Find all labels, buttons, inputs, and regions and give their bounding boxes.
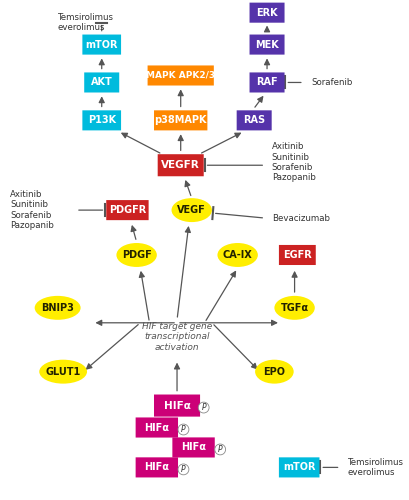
- Text: mTOR: mTOR: [85, 40, 118, 50]
- Text: MAPK APK2/3: MAPK APK2/3: [146, 71, 215, 80]
- Text: TGFα: TGFα: [281, 303, 309, 313]
- Text: CA-IX: CA-IX: [223, 250, 252, 260]
- FancyBboxPatch shape: [158, 154, 204, 176]
- FancyBboxPatch shape: [172, 438, 215, 458]
- Text: Sorafenib: Sorafenib: [311, 78, 353, 87]
- Text: PDGF: PDGF: [122, 250, 151, 260]
- Text: VEGFR: VEGFR: [161, 160, 200, 170]
- Text: AKT: AKT: [91, 78, 112, 88]
- FancyBboxPatch shape: [106, 200, 148, 220]
- Text: Axitinib
Sunitinib
Sorafenib
Pazopanib: Axitinib Sunitinib Sorafenib Pazopanib: [272, 142, 315, 182]
- FancyBboxPatch shape: [237, 110, 272, 130]
- Text: ERK: ERK: [256, 8, 278, 18]
- Text: Axitinib
Sunitinib
Sorafenib
Pazopanib: Axitinib Sunitinib Sorafenib Pazopanib: [10, 190, 54, 230]
- Text: EPO: EPO: [263, 366, 285, 376]
- Text: VEGF: VEGF: [178, 205, 206, 215]
- Text: GLUT1: GLUT1: [45, 366, 81, 376]
- Text: HIFα: HIFα: [144, 422, 169, 432]
- Text: P13K: P13K: [88, 116, 116, 126]
- Text: p38MAPK: p38MAPK: [155, 116, 207, 126]
- Ellipse shape: [218, 243, 258, 267]
- FancyBboxPatch shape: [148, 66, 214, 86]
- Ellipse shape: [255, 360, 294, 384]
- Text: Temsirolimus
everolimus: Temsirolimus everolimus: [58, 13, 114, 32]
- Ellipse shape: [274, 296, 315, 320]
- Text: HIFα: HIFα: [181, 442, 206, 452]
- FancyBboxPatch shape: [136, 418, 178, 438]
- FancyBboxPatch shape: [154, 394, 200, 416]
- FancyBboxPatch shape: [82, 34, 121, 54]
- FancyBboxPatch shape: [249, 72, 285, 92]
- Text: HIFα: HIFα: [164, 400, 191, 410]
- Ellipse shape: [171, 198, 212, 222]
- FancyBboxPatch shape: [82, 110, 121, 130]
- Text: MEK: MEK: [255, 40, 279, 50]
- Text: P: P: [181, 425, 186, 434]
- Text: RAF: RAF: [256, 78, 278, 88]
- Ellipse shape: [35, 296, 81, 320]
- Text: HIF target gene
transcriptional
activation: HIF target gene transcriptional activati…: [142, 322, 212, 352]
- Ellipse shape: [117, 243, 157, 267]
- Text: P: P: [218, 445, 222, 454]
- Text: HIFα: HIFα: [144, 462, 169, 472]
- Ellipse shape: [39, 360, 87, 384]
- Text: Bevacizumab: Bevacizumab: [272, 214, 330, 222]
- FancyBboxPatch shape: [136, 458, 178, 477]
- Text: PDGFR: PDGFR: [109, 205, 146, 215]
- Text: mTOR: mTOR: [283, 462, 315, 472]
- FancyBboxPatch shape: [249, 34, 285, 54]
- FancyBboxPatch shape: [249, 2, 285, 22]
- Text: BNIP3: BNIP3: [41, 303, 74, 313]
- Text: Temsirolimus
everolimus: Temsirolimus everolimus: [348, 458, 404, 477]
- Text: EGFR: EGFR: [283, 250, 312, 260]
- Text: RAS: RAS: [243, 116, 265, 126]
- Text: P: P: [181, 465, 186, 474]
- FancyBboxPatch shape: [279, 245, 316, 265]
- Text: P: P: [201, 403, 206, 412]
- FancyBboxPatch shape: [154, 110, 207, 130]
- FancyBboxPatch shape: [84, 72, 119, 92]
- FancyBboxPatch shape: [279, 458, 319, 477]
